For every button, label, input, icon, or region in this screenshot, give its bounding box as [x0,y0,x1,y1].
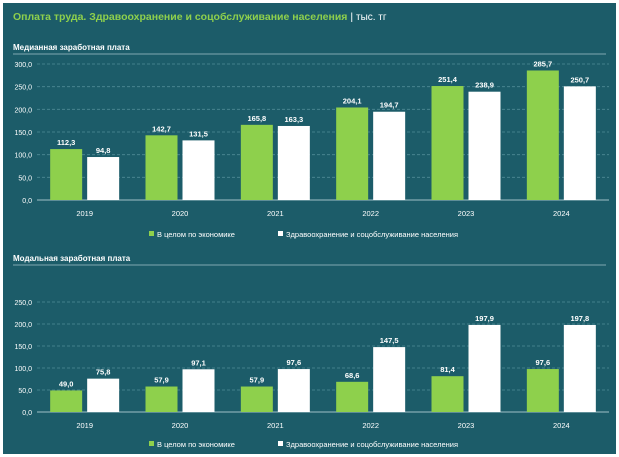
y-tick-label: 300,0 [14,62,32,69]
chart-title: Модальная заработная плата [13,254,131,263]
bar-health [563,86,596,200]
bar-health [277,125,310,200]
x-tick-label: 2024 [553,209,570,218]
bar-economy [431,86,464,200]
x-tick-label: 2019 [76,421,93,430]
data-label: 68,6 [345,371,360,380]
bar-economy [240,124,273,200]
y-tick-label: 0,0 [22,410,32,417]
data-label: 131,5 [189,129,208,138]
bar-economy [336,381,369,412]
x-tick-label: 2022 [362,209,379,218]
bar-health [182,140,215,200]
data-label: 204,1 [343,96,362,105]
bar-health [468,91,501,200]
legend-swatch-economy [149,231,154,236]
bar-economy [50,390,83,412]
dashboard-panel: Оплата труда. Здравоохранение и соцобслу… [3,3,616,454]
y-tick-label: 150,0 [14,344,32,351]
x-tick-label: 2020 [172,421,189,430]
data-label: 97,6 [287,358,302,367]
data-label: 147,5 [380,336,399,345]
bar-economy [50,149,83,200]
bar-health [563,324,596,412]
modal-wage-chart: Модальная заработная плата 0,0 50,0 100,0 15… [13,254,609,449]
y-tick-label: 200,0 [14,107,32,114]
x-tick-label: 2021 [267,421,284,430]
unit-label: тыс. тг [355,12,387,23]
data-label: 97,1 [191,358,206,367]
bar-health [87,157,120,200]
x-tick-label: 2020 [172,209,189,218]
bar-health [468,324,501,412]
data-label: 49,0 [59,379,74,388]
data-label: 238,9 [475,81,494,90]
bar-economy [145,386,178,412]
title-separator: | [350,11,354,23]
bar-economy [431,376,464,412]
x-tick-label: 2019 [76,209,93,218]
x-tick-label: 2023 [458,209,475,218]
data-label: 197,9 [475,314,494,323]
data-label: 251,4 [438,75,458,84]
y-tick-label: 200,0 [14,322,32,329]
data-label: 194,7 [380,101,399,110]
x-tick-label: 2023 [458,421,475,430]
bar-health [182,369,215,412]
data-label: 163,3 [284,115,303,124]
y-tick-label: 150,0 [14,130,32,137]
legend-label-economy: В целом по экономике [157,230,235,239]
data-label: 97,6 [536,358,551,367]
bar-economy [526,369,559,412]
legend-label-economy: В целом по экономике [157,440,235,449]
y-tick-label: 0,0 [22,198,32,205]
data-label: 57,9 [154,376,169,385]
page-title: Оплата труда. Здравоохранение и соцобслу… [13,11,387,23]
median-wage-chart: Медианная заработная плата 0,0 50,0 100,0 15… [13,43,609,239]
y-tick-label: 250,0 [14,300,32,307]
bar-economy [145,135,178,200]
bar-health [87,378,120,412]
bar-health [373,111,406,200]
bar-economy [336,107,369,200]
legend-swatch-health [278,231,283,236]
bar-economy [240,386,273,412]
y-tick-label: 100,0 [14,153,32,160]
y-tick-label: 250,0 [14,85,32,92]
legend-label-health: Здравоохранение и соцобслуживание населе… [286,230,458,239]
data-label: 81,4 [440,365,455,374]
x-tick-label: 2022 [362,421,379,430]
title-text: Оплата труда. Здравоохранение и соцобслу… [13,11,348,23]
bar-health [373,347,406,412]
data-label: 94,8 [96,146,111,155]
data-label: 112,3 [57,138,75,147]
bar-economy [526,70,559,200]
data-label: 197,8 [570,314,589,323]
legend-swatch-economy [149,441,154,446]
data-label: 165,8 [247,114,266,123]
chart-title: Медианная заработная плата [13,43,130,52]
data-label: 285,7 [533,59,552,68]
y-tick-label: 50,0 [18,175,32,182]
bar-health [277,369,310,412]
data-label: 75,8 [96,368,111,377]
header: Оплата труда. Здравоохранение и соцобслу… [3,3,616,30]
x-tick-label: 2024 [553,421,570,430]
legend-swatch-health [278,441,283,446]
x-tick-label: 2021 [267,209,284,218]
data-label: 57,9 [250,376,265,385]
y-tick-label: 50,0 [18,388,32,395]
legend-label-health: Здравоохранение и соцобслуживание населе… [286,440,458,449]
data-label: 250,7 [570,75,589,84]
data-label: 142,7 [152,124,171,133]
y-tick-label: 100,0 [14,366,32,373]
